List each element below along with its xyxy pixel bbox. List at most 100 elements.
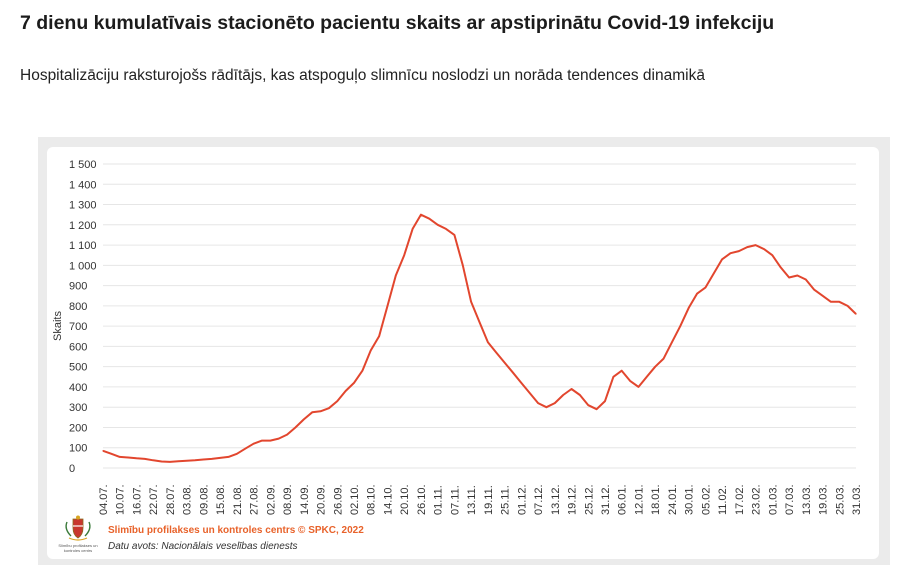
data-point (596, 408, 598, 410)
data-point (796, 274, 799, 277)
data-point (679, 325, 681, 327)
data-point (261, 440, 263, 442)
data-point (345, 390, 347, 392)
x-tick-label: 31.03. (851, 484, 863, 515)
data-point (520, 382, 522, 384)
y-axis-label: Skaits (52, 311, 64, 341)
data-point (269, 440, 271, 442)
data-point (738, 250, 740, 252)
y-tick-label: 1 000 (69, 260, 97, 272)
data-point (755, 244, 757, 246)
data-point (554, 402, 556, 404)
x-tick-label: 25.03. (834, 484, 846, 515)
data-point (637, 386, 640, 388)
x-tick-label: 26.10. (416, 484, 428, 515)
data-point (562, 394, 564, 396)
source-text: Datu avots: Nacionālais veselības dienes… (108, 541, 298, 552)
data-point (537, 402, 539, 404)
y-tick-label: 300 (69, 402, 87, 414)
data-point (227, 456, 230, 458)
data-point (821, 295, 824, 297)
data-point (805, 278, 807, 281)
x-tick-label: 23.02. (751, 484, 763, 515)
data-point (219, 457, 221, 459)
x-tick-label: 27.08. (249, 484, 261, 515)
data-point (144, 458, 146, 460)
x-tick-label: 15.08. (215, 484, 227, 515)
data-point (487, 341, 489, 343)
data-point (654, 366, 656, 368)
x-tick-label: 09.08. (198, 484, 210, 515)
x-tick-label: 07.11. (449, 485, 461, 515)
data-point (746, 246, 748, 248)
data-point (211, 458, 213, 460)
x-tick-label: 08.10. (366, 484, 378, 515)
y-tick-label: 800 (69, 301, 87, 313)
data-point (780, 266, 782, 268)
y-tick-label: 1 200 (69, 220, 97, 232)
data-point (646, 376, 648, 378)
data-point (253, 443, 255, 445)
series-group (102, 213, 857, 463)
y-tick-label: 200 (69, 422, 87, 434)
data-point (788, 276, 790, 279)
data-point (462, 264, 464, 266)
data-point (420, 214, 422, 216)
data-point (847, 305, 849, 307)
data-point (704, 287, 707, 289)
x-tick-label: 25.11. (500, 485, 512, 515)
data-point (161, 460, 163, 463)
x-tick-label: 13.12. (550, 484, 562, 515)
x-tick-label: 06.01. (617, 484, 629, 515)
x-tick-label: 17.02. (734, 484, 746, 515)
data-point (236, 453, 238, 455)
data-point (495, 351, 497, 354)
data-point (403, 254, 405, 256)
x-tick-label: 20.09. (316, 484, 328, 515)
data-point (370, 349, 372, 352)
chart-card (47, 147, 879, 559)
x-tick-label: 16.07. (131, 484, 143, 515)
data-point (604, 400, 606, 402)
y-tick-label: 0 (69, 463, 75, 475)
credit-text: Slimību profilakses un kontroles centrs … (108, 525, 364, 536)
data-point (286, 434, 288, 436)
x-tick-label: 22.07. (148, 484, 160, 515)
y-tick-label: 100 (69, 443, 87, 455)
data-point (830, 301, 832, 303)
x-axis-ticks: 04.07. 10.07. 16.07. 22.07. 28.07. 03.08. 09.0… (98, 484, 863, 515)
data-point (278, 438, 280, 440)
data-point (437, 224, 439, 226)
x-tick-label: 01.12. (516, 484, 528, 515)
data-point (445, 228, 447, 230)
data-point (102, 450, 104, 452)
x-tick-label: 01.11. (433, 485, 445, 515)
data-point (202, 458, 204, 461)
x-tick-label: 13.03. (801, 484, 813, 515)
x-tick-label: 28.07. (165, 484, 177, 515)
x-tick-label: 10.07. (115, 484, 127, 515)
data-point (529, 392, 531, 394)
grid-lines (103, 163, 856, 469)
x-tick-label: 19.11. (483, 485, 495, 515)
data-point (688, 307, 690, 309)
x-tick-label: 26.09. (332, 484, 344, 515)
data-point (663, 358, 665, 360)
data-point (186, 460, 188, 462)
x-tick-label: 20.10. (399, 484, 411, 515)
coat-of-arms-icon (65, 515, 91, 541)
data-point (336, 400, 338, 402)
data-point (621, 370, 623, 372)
data-point (629, 380, 631, 382)
data-point (587, 404, 589, 406)
data-point (328, 407, 330, 409)
data-point (545, 406, 548, 408)
x-tick-label: 21.08. (232, 484, 244, 515)
data-point (453, 234, 455, 236)
data-point (579, 394, 581, 396)
data-point (570, 388, 573, 390)
y-tick-label: 1 500 (69, 159, 97, 171)
data-point (127, 456, 129, 459)
data-point (353, 382, 355, 384)
